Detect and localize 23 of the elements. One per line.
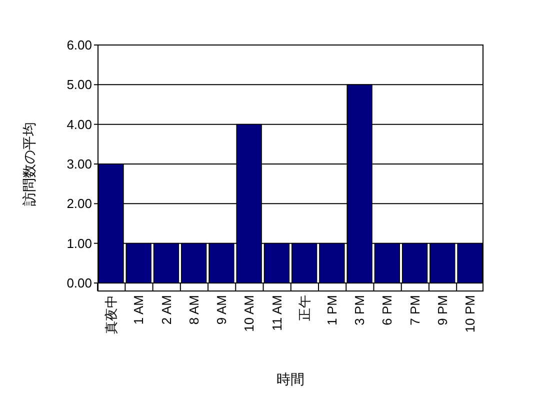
x-tick-label: 10 PM <box>462 295 478 333</box>
x-tick-label: 7 PM <box>407 295 422 326</box>
y-tick-label: 4.00 <box>66 116 92 132</box>
x-tick-label: 2 AM <box>158 295 174 325</box>
y-tick-label: 2.00 <box>66 196 92 212</box>
x-axis-title: 時間 <box>276 371 304 387</box>
x-tick-label: 10 AM <box>242 295 257 332</box>
y-axis-title: 訪問数の平均 <box>21 122 37 206</box>
y-tick-label: 0.00 <box>66 276 92 291</box>
x-tick-label: 11 AM <box>269 295 284 331</box>
y-tick-label: 3.00 <box>66 156 92 172</box>
x-tick-label: 6 PM <box>380 295 395 326</box>
x-tick-label: 9 PM <box>434 295 450 326</box>
y-tick-label: 1.00 <box>66 236 92 251</box>
x-tick-label: 1 AM <box>131 295 146 325</box>
x-tick-label: 3 PM <box>352 295 368 326</box>
y-tick-label: 6.00 <box>66 38 92 53</box>
y-tick-label: 5.00 <box>66 77 92 92</box>
x-tick-label: 1 PM <box>324 295 340 326</box>
x-tick-label: 9 AM <box>214 295 230 325</box>
x-tick-label: 8 AM <box>186 295 202 325</box>
x-tick-label: 真夜中 <box>104 295 119 334</box>
x-tick-label: 正午 <box>296 295 312 321</box>
